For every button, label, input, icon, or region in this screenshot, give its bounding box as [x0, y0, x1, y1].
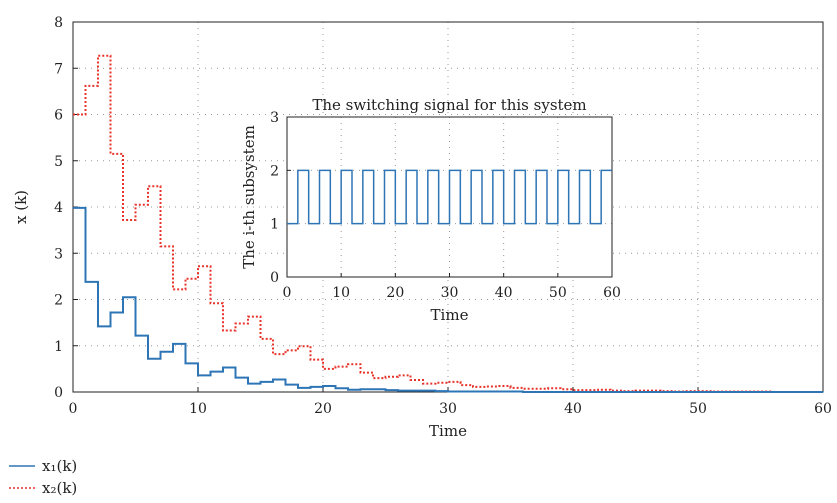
y-tick-label: 2	[54, 293, 63, 309]
legend: x₁(k) x₂(k)	[8, 455, 77, 499]
y-tick-label: 6	[54, 108, 63, 124]
x-tick-label: 0	[69, 401, 78, 417]
inset-plot: 0 10 20 30 40 50 60 0 1 2 3 The switching signal fo…	[240, 96, 621, 324]
inset-y-tick-label: 2	[270, 163, 279, 179]
x-tick-label: 30	[439, 401, 457, 417]
series-line-x2	[73, 54, 823, 393]
y-tick-label: 1	[54, 339, 63, 355]
legend-item-x2: x₂(k)	[8, 477, 77, 499]
inset-title: The switching signal for this system	[312, 96, 586, 114]
y-tick-label: 3	[54, 246, 63, 262]
x-axis-label: Time	[429, 422, 467, 440]
y-tick-label: 5	[54, 154, 63, 170]
x-tick-label: 60	[814, 401, 832, 417]
legend-swatch-x1	[9, 465, 35, 467]
inset-y-axis-label: The i-th subsystem	[240, 125, 258, 269]
inset-x-tick-label: 30	[441, 285, 459, 301]
legend-swatch-x2	[9, 487, 35, 489]
series-line-x1	[73, 206, 823, 393]
inset-x-tick-label: 10	[332, 285, 350, 301]
inset-y-tick-label: 1	[270, 217, 279, 233]
inset-x-tick-label: 40	[495, 285, 513, 301]
inset-x-tick-label: 60	[603, 285, 621, 301]
x-tick-label: 50	[689, 401, 707, 417]
y-tick-label: 7	[54, 61, 63, 77]
y-axis-label: x (k)	[12, 190, 30, 224]
inset-x-axis-label: Time	[431, 306, 469, 324]
x-tick-label: 10	[189, 401, 207, 417]
y-tick-label: 4	[54, 200, 63, 216]
switching-signal-line	[287, 169, 612, 225]
inset-y-tick-label: 0	[270, 270, 279, 286]
inset-x-tick-label: 0	[283, 285, 292, 301]
inset-x-tick-label: 50	[549, 285, 567, 301]
legend-label-x2: x₂(k)	[42, 479, 78, 497]
y-tick-label: 8	[54, 15, 63, 31]
x-tick-label: 40	[564, 401, 582, 417]
legend-item-x1: x₁(k)	[8, 455, 77, 477]
y-tick-label: 0	[54, 385, 63, 401]
inset-y-tick-label: 3	[270, 110, 279, 126]
x-tick-label: 20	[314, 401, 332, 417]
legend-label-x1: x₁(k)	[42, 457, 78, 475]
inset-x-tick-label: 20	[386, 285, 404, 301]
